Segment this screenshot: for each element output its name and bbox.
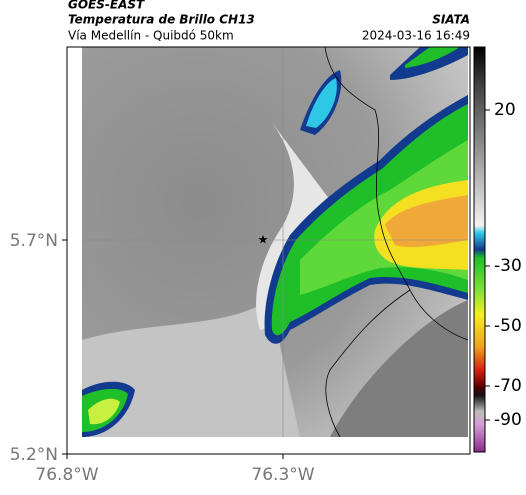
colorbar-label: -90 [494, 410, 522, 430]
satellite-image [82, 47, 468, 437]
colorbar-label: -70 [494, 376, 522, 396]
lat-label: 5.2°N [10, 445, 58, 465]
colorbar-label: -30 [494, 256, 522, 276]
lat-label: 5.7°N [10, 231, 58, 251]
colorbar-ticks: 20 -30 -50 -70 -90 [485, 100, 522, 430]
colorbar-scale [473, 46, 486, 453]
header: GOES-EAST Temperatura de Brillo CH13 Vía… [68, 0, 470, 43]
lon-label: 76.3°W [251, 465, 314, 485]
region: Vía Medellín - Quibdó 50km [68, 29, 234, 43]
map-frame [66, 46, 471, 455]
location-marker: ★ [258, 233, 269, 247]
axes: 5.7°N 5.2°N 76.8°W 76.3°W [10, 231, 315, 485]
product: GOES-EAST [68, 0, 145, 12]
colorbar: 20 -30 -50 -70 -90 [473, 46, 522, 453]
lon-label: 76.8°W [35, 465, 98, 485]
agency: SIATA [432, 13, 470, 27]
colorbar-label: -50 [494, 316, 522, 336]
datetime: 2024-03-16 16:49 [362, 29, 470, 43]
colorbar-label: 20 [494, 100, 516, 120]
channel: Temperatura de Brillo CH13 [68, 13, 255, 27]
